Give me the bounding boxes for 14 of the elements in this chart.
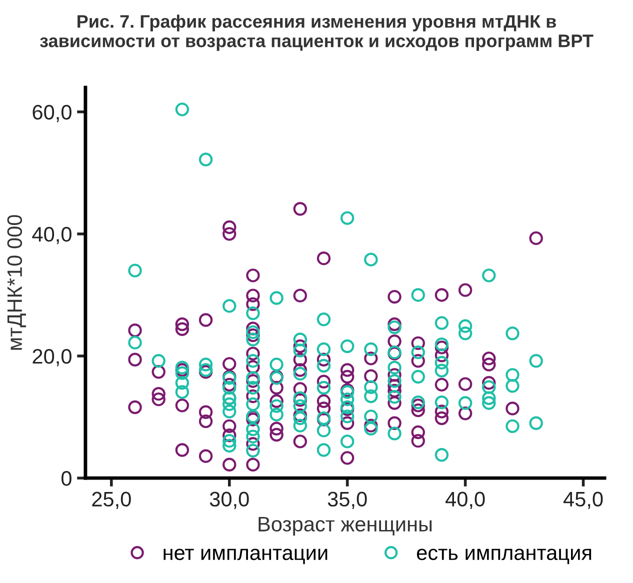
legend-label: нет имплантации (164, 548, 328, 564)
x-tick-label: 40,0 (446, 492, 485, 510)
x-axis-title: Возраст женщины (258, 516, 432, 536)
y-tick-label: 20,0 (32, 348, 72, 366)
y-axis-title: мтДНК*10 000 (7, 215, 26, 350)
legend-label: есть имплантация (416, 548, 592, 564)
y-tick-label: 0 (61, 471, 72, 486)
x-tick-label: 30,0 (210, 492, 249, 510)
chart-title: Рис. 7. График рассеяния изменения уровня мтДНК в зависимости от возраста пациенток и исходов программ ВРТ (40, 14, 594, 51)
x-tick-label: 25,0 (92, 492, 131, 510)
y-tick-label: 60,0 (32, 104, 72, 122)
y-tick-label: 40,0 (32, 226, 72, 244)
x-tick-label: 35,0 (328, 492, 367, 510)
x-tick-label: 45,0 (563, 492, 603, 510)
